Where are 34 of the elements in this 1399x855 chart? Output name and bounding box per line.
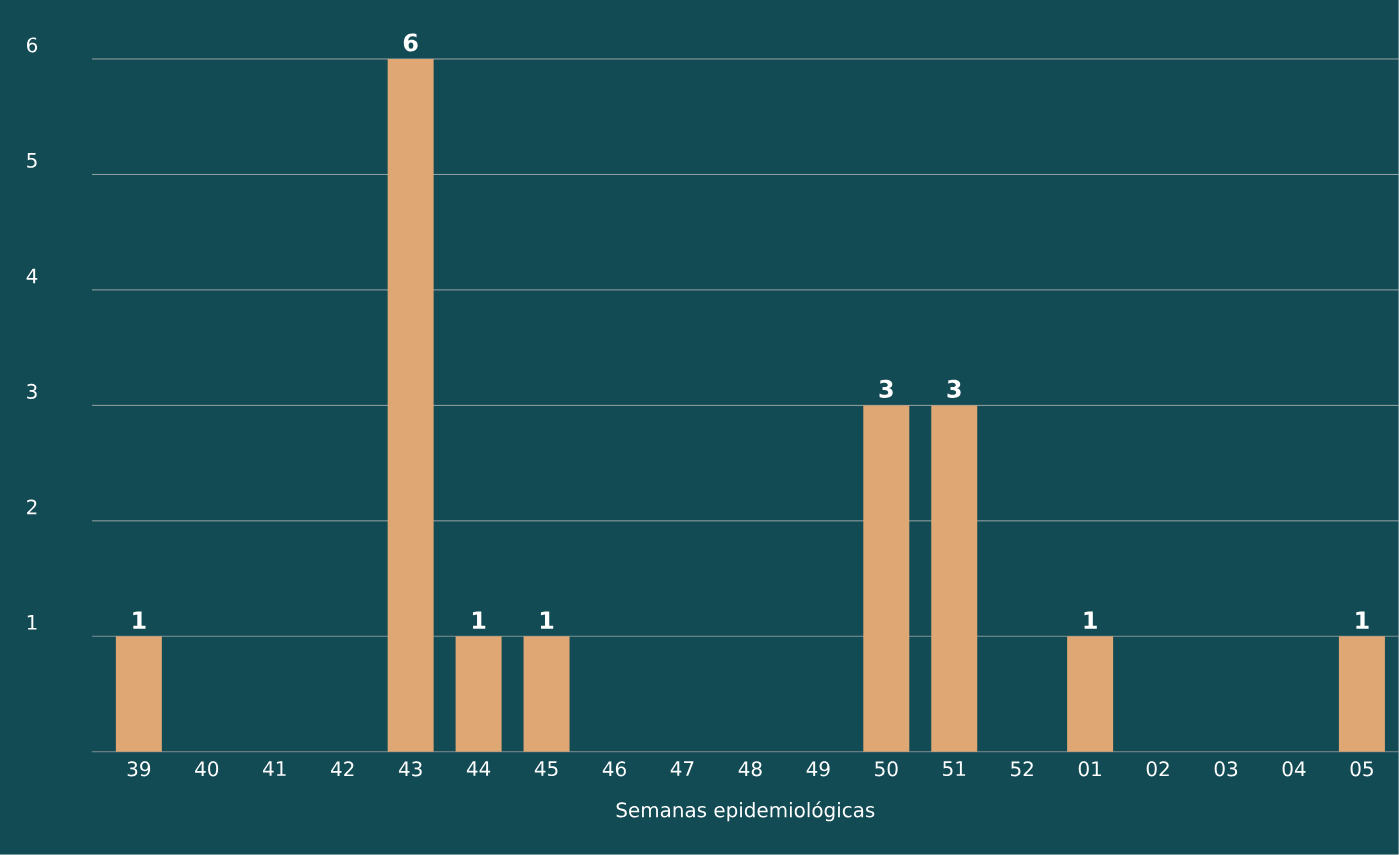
data-label: 1 <box>1084 611 1097 629</box>
data-label: 1 <box>133 611 146 629</box>
y-tick-label: 3 <box>27 383 37 400</box>
x-tick-label: 46 <box>602 761 626 777</box>
data-label: 1 <box>472 611 486 629</box>
y-tick-label: 6 <box>27 37 38 53</box>
x-tick-label: 42 <box>331 761 354 777</box>
x-tick-label: 01 <box>1078 761 1101 777</box>
x-axis-title: Semanas epidemiológicas <box>616 801 875 822</box>
data-label: 1 <box>540 611 554 629</box>
data-label: 1 <box>1356 611 1369 629</box>
x-tick-label: 48 <box>738 761 762 777</box>
x-tick-label: 44 <box>466 761 491 776</box>
x-tick-label: 04 <box>1282 761 1306 777</box>
x-tick-label: 45 <box>534 761 558 777</box>
y-tick-label: 2 <box>27 499 37 515</box>
x-tick-label: 52 <box>1011 761 1033 777</box>
x-tick-label: 03 <box>1214 761 1238 777</box>
x-tick-label: 02 <box>1146 761 1169 777</box>
x-tick-label: 49 <box>806 761 830 777</box>
y-tick-label: 4 <box>26 268 38 284</box>
y-tick-label: 5 <box>27 153 37 168</box>
x-tick-label: 39 <box>127 761 151 777</box>
data-label: 3 <box>879 379 893 398</box>
data-label: 6 <box>403 33 418 52</box>
x-tick-label: 50 <box>875 761 898 777</box>
x-tick-label: 43 <box>398 761 422 777</box>
x-tick-label: 05 <box>1350 761 1373 777</box>
data-label: 3 <box>947 379 961 398</box>
y-tick-label: 1 <box>27 615 37 630</box>
x-tick-label: 51 <box>943 761 966 777</box>
x-tick-label: 41 <box>263 761 286 776</box>
x-tick-label: 40 <box>195 761 219 777</box>
x-tick-label: 47 <box>670 761 694 776</box>
